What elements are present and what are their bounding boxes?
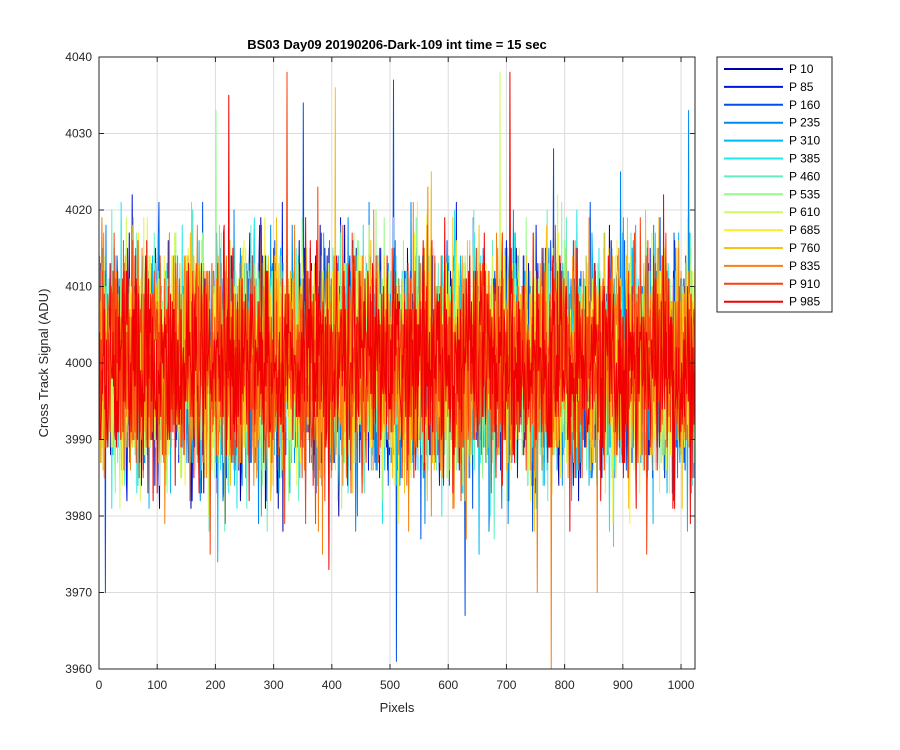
y-tick-label: 3970 (65, 586, 92, 600)
series-line-p-985 (99, 71, 696, 571)
x-tick-label: 500 (380, 678, 400, 692)
legend-label: P 760 (789, 241, 820, 255)
legend: P 10 P 85 P 160 P 235 P 310 P 385 P 460 P 535 P … (716, 56, 833, 313)
y-tick-label: 4000 (65, 356, 92, 370)
x-axis-label: Pixels (380, 700, 415, 715)
x-tick-label: 800 (555, 678, 575, 692)
y-tick-label: 3990 (65, 433, 92, 447)
legend-label: P 10 (789, 62, 814, 76)
axis-ticks: 0 100 200 300 400 500 600 700 800 900 1000 3960 3970… (65, 50, 695, 692)
x-tick-label: 700 (496, 678, 516, 692)
legend-label: P 910 (789, 277, 820, 291)
legend-label: P 160 (789, 98, 820, 112)
legend-label: P 985 (789, 295, 820, 309)
legend-label: P 310 (789, 134, 820, 148)
legend-label: P 85 (789, 80, 814, 94)
y-axis-label: Cross Track Signal (ADU) (36, 289, 51, 438)
x-tick-label: 600 (438, 678, 458, 692)
legend-label: P 685 (789, 223, 820, 237)
legend-label: P 235 (789, 116, 820, 130)
x-tick-label: 100 (147, 678, 167, 692)
series-line-p-910 (99, 71, 696, 555)
y-tick-label: 4010 (65, 280, 92, 294)
legend-label: P 610 (789, 205, 820, 219)
series-layer (99, 71, 696, 670)
y-tick-label: 4020 (65, 203, 92, 217)
x-tick-label: 900 (613, 678, 633, 692)
y-tick-label: 3980 (65, 509, 92, 523)
legend-label: P 460 (789, 169, 820, 183)
chart-title: BS03 Day09 20190206-Dark-109 int time = … (247, 37, 547, 52)
x-tick-label: 1000 (668, 678, 695, 692)
x-tick-label: 400 (322, 678, 342, 692)
x-tick-label: 300 (264, 678, 284, 692)
legend-box (716, 56, 833, 313)
y-tick-label: 4040 (65, 50, 92, 64)
legend-label: P 535 (789, 187, 820, 201)
y-tick-label: 4030 (65, 127, 92, 141)
y-tick-label: 3960 (65, 662, 92, 676)
x-tick-label: 0 (96, 678, 103, 692)
x-tick-label: 200 (205, 678, 225, 692)
legend-label: P 385 (789, 152, 820, 166)
legend-label: P 835 (789, 259, 820, 273)
